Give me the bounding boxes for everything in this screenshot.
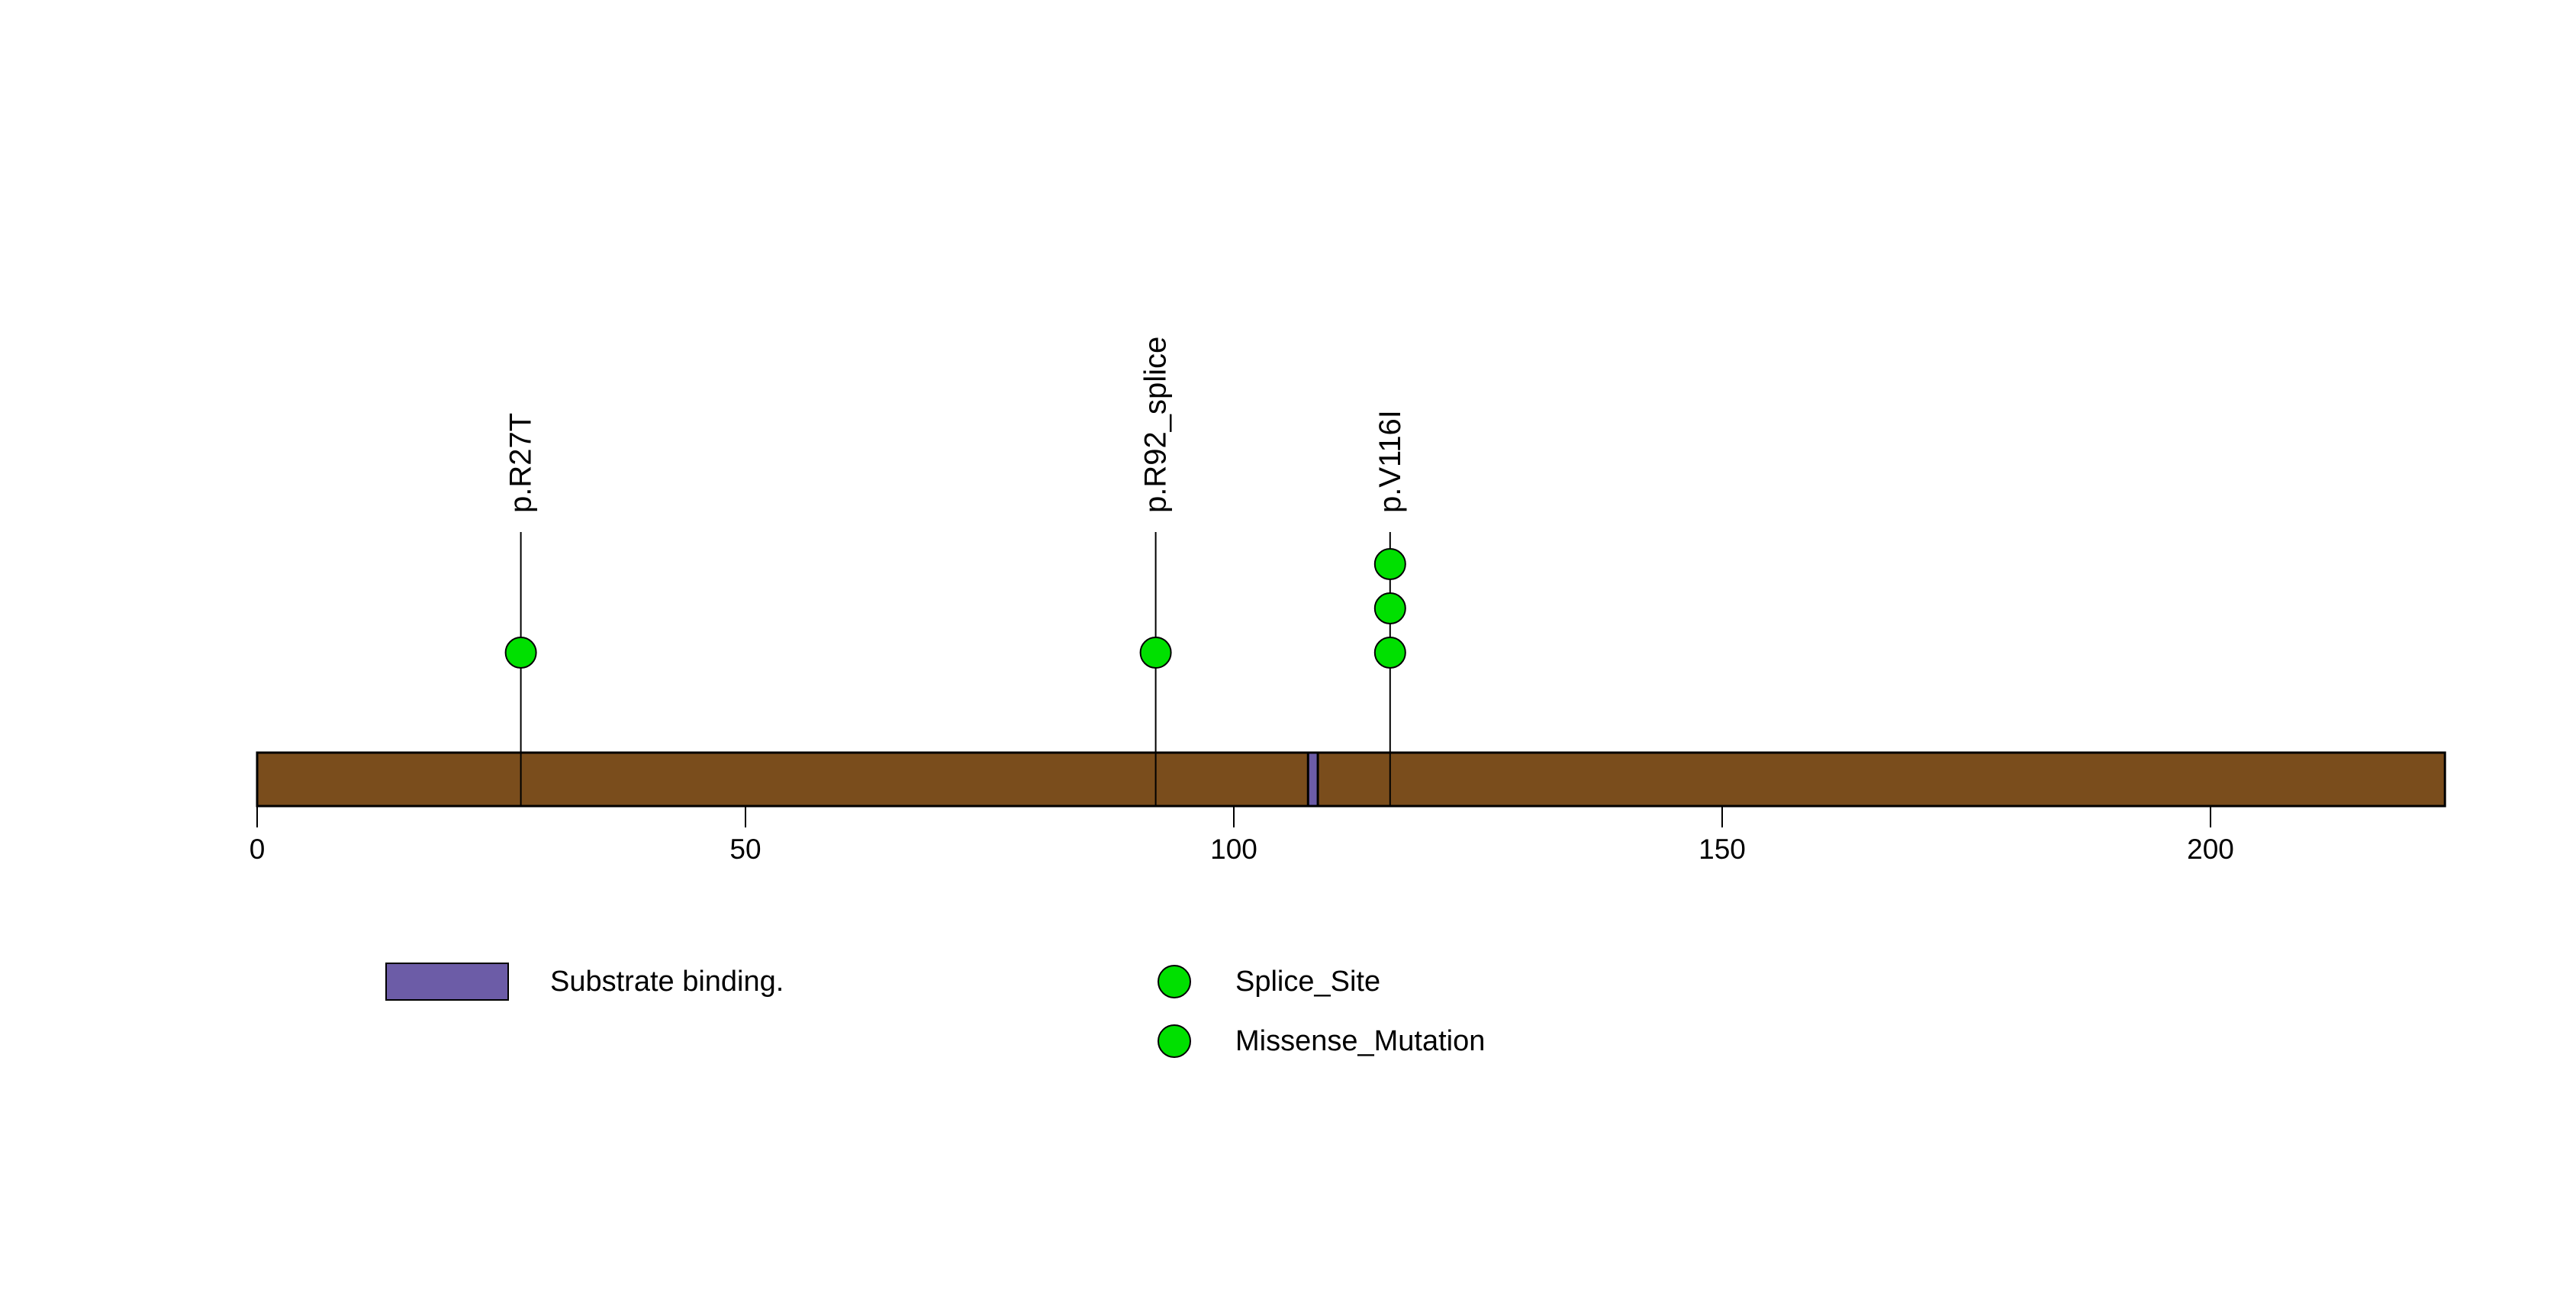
protein-bar [256,751,2446,808]
legend-label: Missense_Mutation [1235,1025,1485,1057]
mutation-circle [1139,637,1172,669]
mutation-circle [1373,637,1406,669]
mutation-circle [1373,548,1406,580]
axis-tick-label: 150 [1699,834,1746,865]
legend-mutation-swatch [1158,965,1191,998]
legend-label: Splice_Site [1235,966,1380,998]
legend-label: Substrate binding. [550,966,784,998]
legend-domain-swatch [385,963,509,1001]
mutation-label: p.V116I [1373,410,1407,513]
mutation-label: p.R92_splice [1139,337,1173,513]
axis-tick-label: 200 [2187,834,2234,865]
mutation-circle [1373,592,1406,624]
axis-tick-label: 50 [729,834,761,865]
mutation-label: p.R27T [504,413,538,513]
legend-mutation-swatch [1158,1024,1191,1058]
axis-tick-label: 100 [1210,834,1257,865]
domain-block [1306,751,1319,808]
mutation-circle [504,637,537,669]
axis-tick-label: 0 [250,834,266,865]
